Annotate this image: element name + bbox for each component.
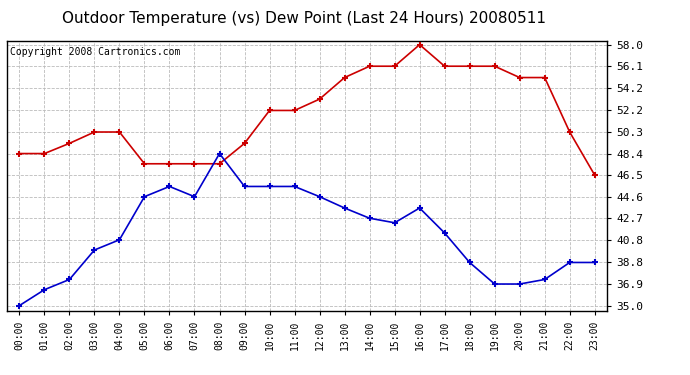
Text: Outdoor Temperature (vs) Dew Point (Last 24 Hours) 20080511: Outdoor Temperature (vs) Dew Point (Last… bbox=[61, 11, 546, 26]
Text: Copyright 2008 Cartronics.com: Copyright 2008 Cartronics.com bbox=[10, 46, 180, 57]
